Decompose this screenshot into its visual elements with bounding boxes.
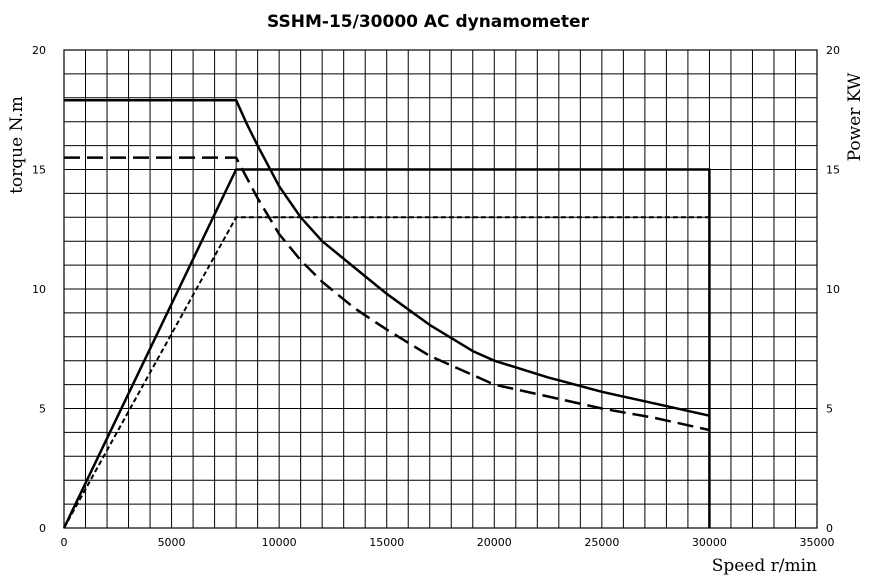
y-axis-left: 0 5 10 15 20: [32, 44, 46, 535]
x-tick-label: 30000: [692, 536, 727, 549]
y2-tick-label: 15: [826, 164, 840, 177]
series-line-solid-power: [62, 168, 711, 529]
x-tick-label: 10000: [262, 536, 297, 549]
y2-tick-label: 20: [826, 44, 840, 57]
y-tick-label: 5: [39, 403, 46, 416]
grid: [64, 50, 817, 528]
y2-tick-label: 5: [826, 403, 833, 416]
x-axis: 0 5000 10000 15000 20000 25000 30000 35000: [61, 536, 835, 549]
x-tick-label: 20000: [477, 536, 512, 549]
plot-frame: [63, 49, 818, 529]
y2-tick-label: 0: [826, 522, 833, 535]
x-tick-label: 35000: [800, 536, 835, 549]
x-tick-label: 25000: [584, 536, 619, 549]
y-tick-label: 20: [32, 44, 46, 57]
series-layer: [62, 98, 711, 529]
x-axis-title: Speed r/min: [712, 556, 817, 576]
chart-title: SSHM-15/30000 AC dynamometer: [267, 12, 590, 32]
y2-axis-title: Power KW: [845, 72, 865, 161]
y-tick-label: 10: [32, 283, 46, 296]
series-line-dotted-power: [63, 216, 710, 529]
y-axis-title: torque N.m: [7, 96, 27, 194]
x-tick-label: 5000: [158, 536, 186, 549]
y-axis-right: 0 5 10 15 20: [826, 44, 840, 535]
y2-tick-label: 10: [826, 283, 840, 296]
series-line-solid-torque: [64, 98, 710, 417]
series-line-dashed-torque: [64, 156, 710, 432]
y-tick-label: 0: [39, 522, 46, 535]
x-tick-label: 0: [61, 536, 68, 549]
x-tick-label: 15000: [369, 536, 404, 549]
y-tick-label: 15: [32, 164, 46, 177]
